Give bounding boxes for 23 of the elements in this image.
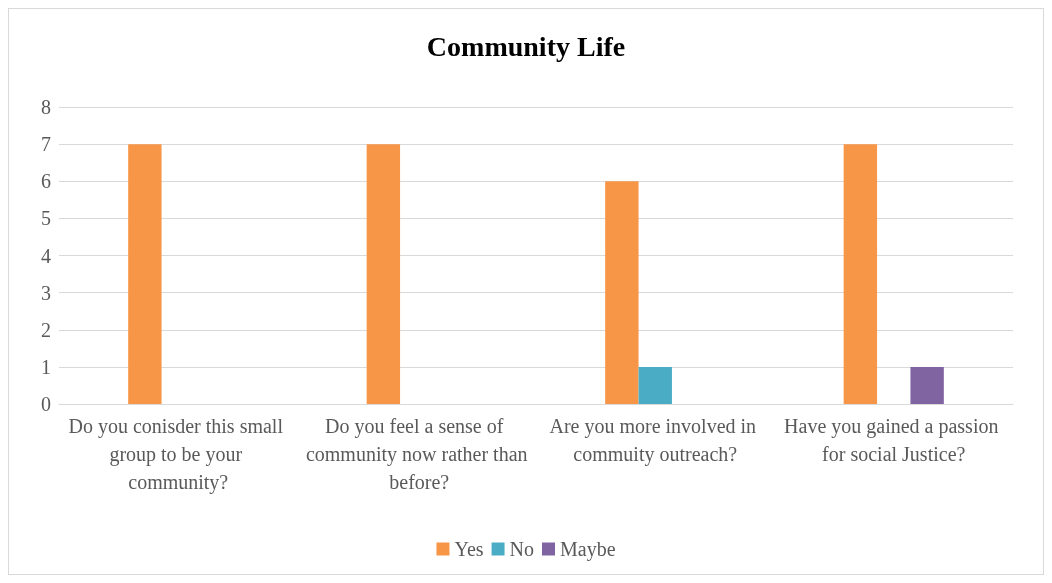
legend-label: Maybe (560, 538, 616, 561)
y-tick-label: 7 (41, 133, 51, 156)
y-tick-label: 6 (41, 170, 51, 193)
y-tick-label: 1 (41, 355, 51, 378)
x-tick-label: Are you more involved in commuity outreach? (549, 415, 762, 466)
bar (366, 144, 401, 404)
x-tick-label: Do you conisder this small group to be your community? (68, 415, 288, 494)
bar (638, 366, 672, 404)
x-tick-label: Do you feel a sense of community now rather than before? (305, 415, 528, 493)
x-tick-label: Have you gained a passion for social Justice? (784, 415, 1004, 465)
y-tick-label: 2 (41, 318, 51, 341)
y-tick-label: 3 (41, 281, 51, 304)
bar (128, 144, 162, 404)
bar (843, 144, 878, 404)
y-tick-label: 4 (41, 244, 51, 267)
y-tick-label: 0 (41, 393, 51, 415)
bar (605, 181, 639, 404)
legend-label: Yes (454, 538, 484, 560)
y-tick-label: 8 (41, 96, 51, 118)
y-tick-label: 5 (41, 207, 51, 230)
legend-label: No (509, 538, 535, 560)
bar (910, 366, 944, 404)
chart-title: Community Life (426, 30, 626, 62)
